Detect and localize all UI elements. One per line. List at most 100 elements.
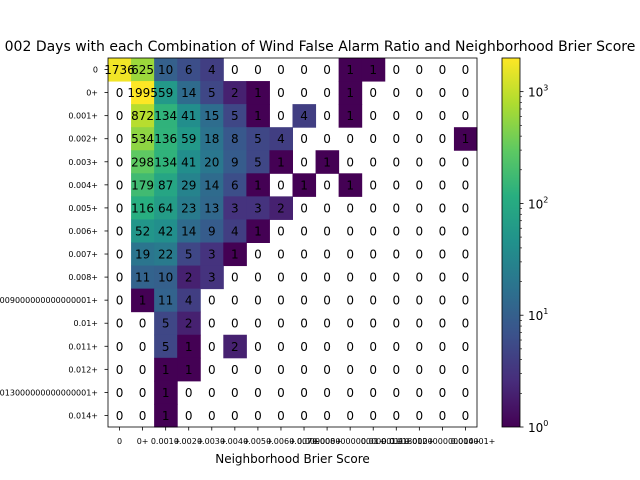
cell-value-label: 872 <box>131 109 154 123</box>
cell-value-label: 0 <box>369 201 377 215</box>
cell-value-label: 0 <box>254 409 262 423</box>
cell-value-label: 20 <box>204 155 219 169</box>
cell-value-label: 0 <box>416 386 424 400</box>
heatmap-cell <box>200 81 224 105</box>
cell-value-label: 0 <box>392 340 400 354</box>
heatmap-cell <box>154 196 178 220</box>
cell-value-label: 0 <box>300 155 308 169</box>
cell-value-label: 0 <box>277 363 285 377</box>
cell-value-label: 0 <box>462 155 470 169</box>
cell-value-label: 1 <box>139 294 147 308</box>
x-tick-label: 0.01+ <box>361 437 386 446</box>
cell-value-label: 0 <box>300 317 308 331</box>
cell-value-label: 0 <box>277 109 285 123</box>
cell-value-label: 0 <box>392 294 400 308</box>
heatmap-cell <box>315 150 340 174</box>
heatmap-cell <box>154 403 178 428</box>
cell-value-label: 0 <box>139 386 147 400</box>
cell-value-label: 0 <box>462 178 470 192</box>
cell-value-label: 0 <box>277 317 285 331</box>
cell-value-label: 0 <box>300 86 308 100</box>
heatmap-cell <box>246 173 270 197</box>
cell-value-label: 0 <box>323 63 331 77</box>
cell-value-label: 534 <box>131 132 154 146</box>
cell-value-label: 0 <box>231 317 239 331</box>
y-tick-label: 0.01+ <box>73 319 98 328</box>
heatmap-cell <box>177 357 201 382</box>
heatmap-cell <box>177 219 201 243</box>
heatmap-cell <box>246 219 270 243</box>
cell-value-label: 9 <box>208 224 216 238</box>
heatmap-cell <box>131 58 155 82</box>
heatmap-cell <box>154 127 178 151</box>
cell-value-label: 0 <box>116 178 124 192</box>
cell-value-label: 0 <box>323 363 331 377</box>
cell-value-label: 1 <box>346 178 354 192</box>
x-tick-label: 0.005+ <box>243 437 273 446</box>
cell-value-label: 0 <box>439 363 447 377</box>
cell-value-label: 0 <box>300 224 308 238</box>
cell-value-label: 0 <box>277 340 285 354</box>
cell-value-label: 41 <box>181 109 196 123</box>
heatmap-cell <box>154 104 178 128</box>
cell-value-label: 0 <box>323 178 331 192</box>
y-axis: 0 0+ 0.001+ 0.002+ 0.003+ 0.004+ 0.005+ 0.006+ 0… <box>0 66 108 420</box>
cell-value-label: 0 <box>116 271 124 285</box>
cell-value-label: 0 <box>139 363 147 377</box>
heatmap-cell <box>338 58 363 82</box>
cell-value-label: 0 <box>346 224 354 238</box>
cell-value-label: 0 <box>254 386 262 400</box>
heatmap-cell <box>292 104 317 128</box>
cell-value-label: 0 <box>439 294 447 308</box>
cell-value-label: 10 <box>158 63 173 77</box>
heatmap-cell <box>154 81 178 105</box>
cell-value-label: 11 <box>135 271 150 285</box>
cell-value-label: 0 <box>300 386 308 400</box>
cell-value-label: 0 <box>323 340 331 354</box>
cell-value-label: 0 <box>208 386 216 400</box>
cell-value-label: 59 <box>181 132 196 146</box>
colorbar-gradient <box>502 58 520 427</box>
cell-value-label: 0 <box>323 86 331 100</box>
cell-value-label: 0 <box>185 409 193 423</box>
cell-value-label: 0 <box>416 409 424 423</box>
cell-value-label: 0 <box>277 224 285 238</box>
cell-value-label: 0 <box>346 294 354 308</box>
cell-value-label: 0 <box>439 201 447 215</box>
y-tick-label: 0.004+ <box>68 181 98 190</box>
colorbar-tick-label: 101 <box>528 307 548 323</box>
y-tick-label: 0.001+ <box>68 112 98 121</box>
cell-value-label: 0 <box>369 386 377 400</box>
cell-value-label: 0 <box>462 271 470 285</box>
cell-value-label: 4 <box>208 63 216 77</box>
cell-value-label: 0 <box>369 409 377 423</box>
heatmap-cell <box>269 196 293 220</box>
heatmap-cell <box>200 242 224 267</box>
cell-value-label: 5 <box>254 132 262 146</box>
cell-value-label: 0 <box>300 271 308 285</box>
cell-value-label: 22 <box>158 248 173 262</box>
cell-value-label: 1 <box>323 155 331 169</box>
cell-value-label: 0 <box>462 63 470 77</box>
cell-value-label: 0 <box>139 340 147 354</box>
cell-value-label: 42 <box>158 224 173 238</box>
heatmap-cell <box>338 173 363 197</box>
cell-value-label: 0 <box>439 155 447 169</box>
cell-value-label: 1 <box>254 86 262 100</box>
cell-value-label: 0 <box>254 271 262 285</box>
cell-value-label: 0 <box>139 317 147 331</box>
cell-value-label: 0 <box>439 340 447 354</box>
cell-value-label: 14 <box>204 178 219 192</box>
cell-value-label: 0 <box>416 224 424 238</box>
cell-value-label: 0 <box>439 386 447 400</box>
y-tick-label: 0.014+ <box>68 411 98 420</box>
cell-value-label: 0 <box>462 201 470 215</box>
cell-value-label: 0 <box>116 248 124 262</box>
heatmap-cell <box>453 127 478 151</box>
cell-value-label: 0 <box>300 363 308 377</box>
y-tick-label: 0.011+ <box>68 342 98 351</box>
heatmap-cell <box>223 127 247 151</box>
cell-value-label: 0 <box>392 178 400 192</box>
x-tick-label: 0.007+ <box>289 437 319 446</box>
